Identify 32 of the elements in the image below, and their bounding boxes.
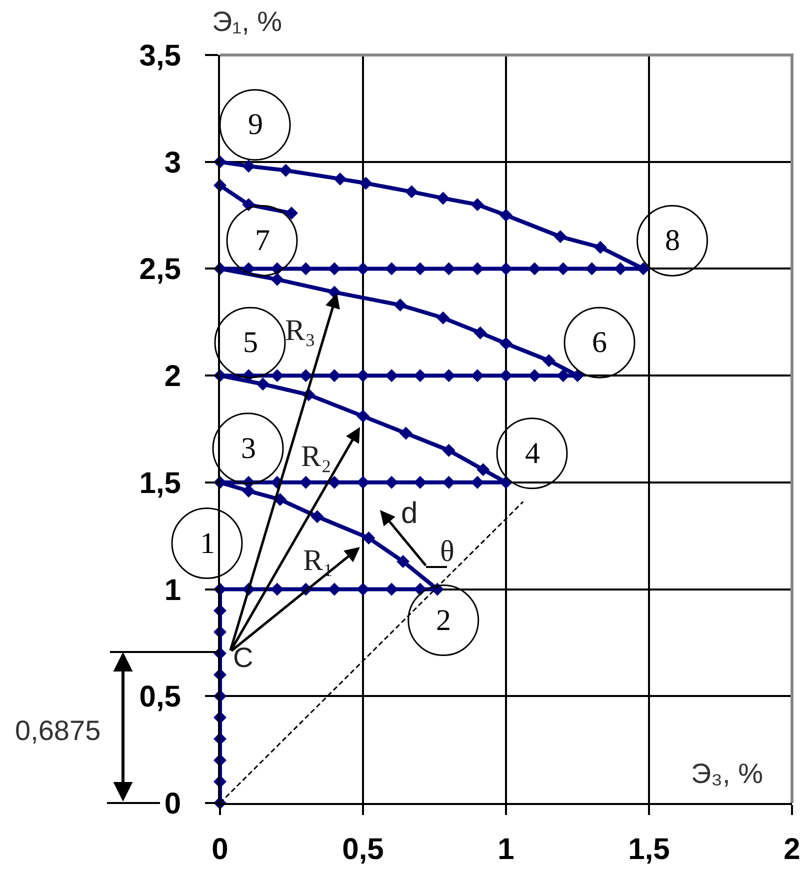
x-tick-label: 0 [212, 833, 228, 866]
y-tick-label: 3 [164, 146, 181, 180]
y-tick-label: 3,5 [139, 40, 181, 72]
annotation: 7 [255, 224, 270, 257]
y-tick-label: 1 [164, 574, 181, 607]
annotation: 4 [525, 437, 540, 470]
annotation: 5 [243, 326, 258, 359]
annotation: 8 [665, 224, 680, 257]
x-tick-label: 1,5 [628, 833, 670, 866]
point [285, 206, 298, 220]
annotation: 9 [248, 108, 263, 141]
y-tick-label: 2,5 [139, 253, 181, 286]
y-axis-title: Э₁, % [212, 6, 282, 37]
x-tick-label: 0,5 [342, 833, 384, 866]
annotation: C [233, 642, 254, 673]
annotation: d [401, 497, 418, 530]
annotation: 6 [592, 326, 607, 359]
annotation: 1 [200, 527, 215, 560]
annotation: R₃ [285, 314, 316, 347]
annotation: 2 [436, 604, 451, 637]
annotation: R₂ [301, 440, 332, 473]
y-tick-label: 2 [164, 360, 181, 394]
x-axis-title: Э₃, % [691, 758, 763, 789]
text: 0,6875 [15, 715, 101, 746]
annotation: R₁ [303, 544, 334, 577]
x-tick-label: 1 [498, 833, 514, 866]
y-tick-label: 1,5 [139, 466, 181, 500]
y-tick-label: 0,5 [139, 680, 181, 714]
annotation: θ [440, 535, 454, 568]
x-tick-label: 2 [784, 833, 800, 866]
y-tick-label: 0 [164, 788, 181, 820]
annotation: 3 [241, 432, 256, 465]
